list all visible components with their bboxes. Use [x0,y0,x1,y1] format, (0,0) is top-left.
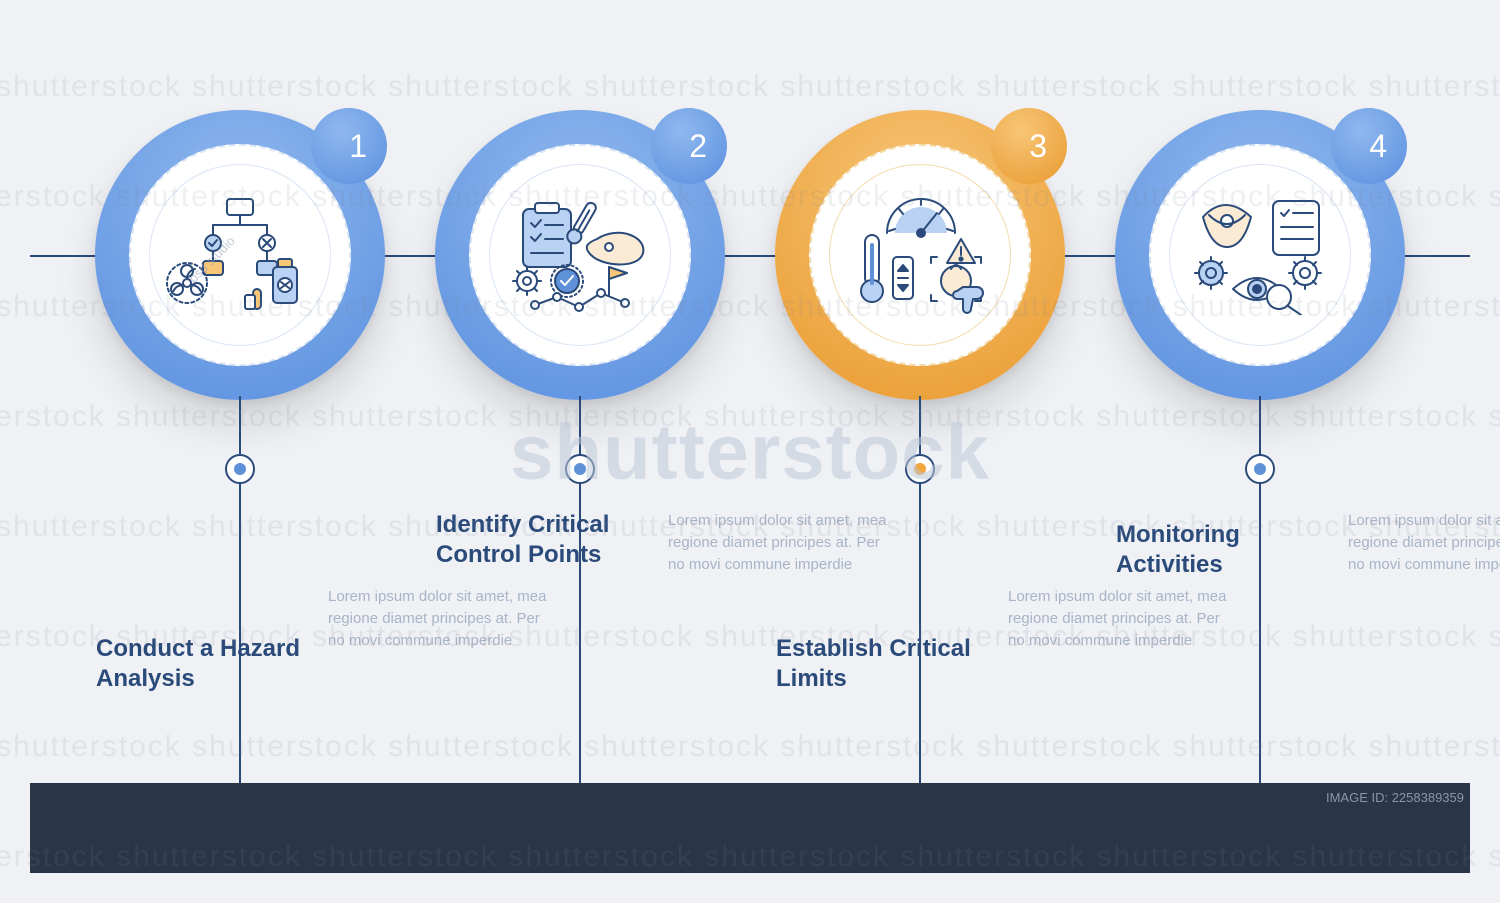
connector-dot-core [1254,463,1266,475]
connector-dot [1245,454,1275,484]
step-number: 2 [689,128,707,165]
medallion-face [489,164,671,346]
step-badge: 1 [311,108,387,184]
step-title: Monitoring Activities [1116,520,1346,580]
medallion-4: 4 [1115,110,1405,400]
connector-dot [905,454,935,484]
medallion-face [149,164,331,346]
step-4: 4 Monitoring Activities Lorem ipsum dolo… [1110,110,1410,400]
step-1: 1 Conduct a Hazard Analysis Lorem ipsum … [90,110,390,400]
step-title: Identify Critical Control Points [436,510,666,570]
step-3: 3 Establish Critical Limits Lorem ipsum … [770,110,1070,400]
step-2: 2 Identify Critical Control Points Lorem… [430,110,730,400]
step-title: Conduct a Hazard Analysis [96,634,326,694]
step-badge: 4 [1331,108,1407,184]
connector-dot [565,454,595,484]
footer-bar [30,783,1470,873]
infographic-canvas: 1 Conduct a Hazard Analysis Lorem ipsum … [30,30,1470,873]
medallion-3: 3 [775,110,1065,400]
control-points-icon [505,195,655,315]
critical-limits-icon [845,195,995,315]
medallion-2: 2 [435,110,725,400]
medallion-face [829,164,1011,346]
connector-dot-core [234,463,246,475]
step-body: Lorem ipsum dolor sit amet, mea regione … [1348,510,1500,575]
step-body: Lorem ipsum dolor sit amet, mea regione … [668,510,898,575]
step-title: Establish Critical Limits [776,634,1006,694]
step-number: 3 [1029,128,1047,165]
step-body: Lorem ipsum dolor sit amet, mea regione … [328,586,558,651]
step-number: 4 [1369,128,1387,165]
connector-dot-core [574,463,586,475]
monitoring-icon [1185,195,1335,315]
medallion-1: 1 [95,110,385,400]
step-badge: 2 [651,108,727,184]
connector-dot [225,454,255,484]
medallion-face [1169,164,1351,346]
step-badge: 3 [991,108,1067,184]
connector-dot-core [914,463,926,475]
step-number: 1 [349,128,367,165]
hazard-analysis-icon [165,195,315,315]
step-body: Lorem ipsum dolor sit amet, mea regione … [1008,586,1238,651]
